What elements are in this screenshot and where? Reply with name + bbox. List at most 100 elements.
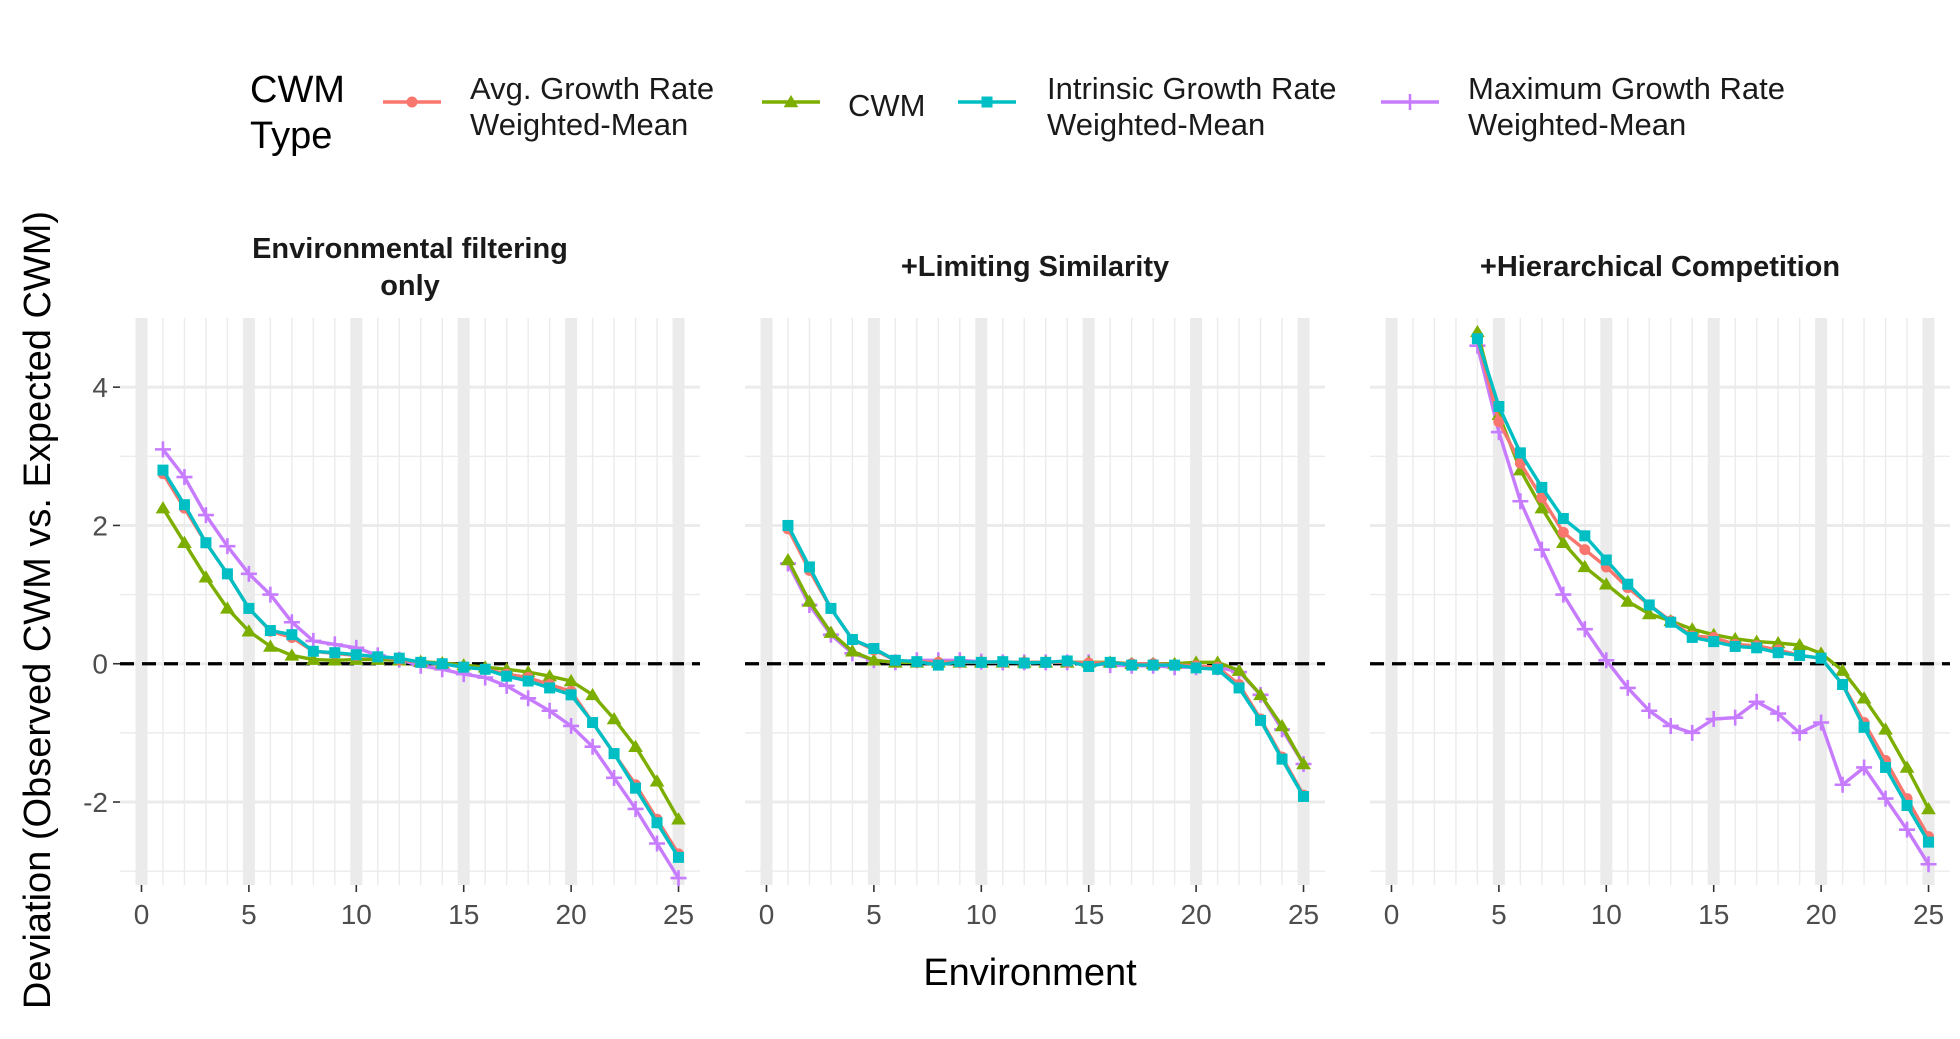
data-point-cwm	[263, 639, 278, 652]
data-point-max	[1662, 717, 1679, 734]
legend-label-line: Maximum Growth Rate	[1468, 71, 1785, 106]
data-point-cwm	[1534, 501, 1550, 514]
x-tick-label: 25	[1288, 899, 1319, 930]
data-point-cwm	[1835, 663, 1850, 676]
data-point-cwm	[606, 712, 622, 725]
data-point-avg	[1557, 526, 1569, 538]
series-line-max	[1475, 345, 1930, 866]
data-point-cwm	[1555, 535, 1571, 548]
x-tick-label: 5	[241, 899, 257, 930]
data-point-cwm	[1770, 635, 1786, 649]
panel-1: Environmental filtering only 0 5 10 15 20 25 -2 0…	[83, 233, 700, 930]
data-point-max	[1598, 652, 1615, 669]
data-point-intr	[415, 656, 427, 668]
data-point-max	[1727, 709, 1744, 726]
data-point-intr	[1794, 649, 1806, 661]
data-point-cwm	[1513, 463, 1528, 476]
legend-item-cwm: CWM	[762, 88, 925, 123]
data-point-intr	[846, 634, 858, 646]
data-point-intr	[264, 625, 276, 637]
legend-key-plus-icon	[1402, 94, 1418, 110]
gridlines	[120, 318, 700, 885]
data-point-intr	[954, 656, 966, 668]
data-point-cwm	[284, 648, 300, 661]
data-point-cwm	[802, 594, 817, 607]
legend-label-line: Weighted-Mean	[470, 107, 688, 142]
data-point-cwm	[305, 652, 321, 665]
data-point-intr	[286, 629, 298, 641]
data-point-cwm	[1899, 760, 1915, 773]
data-point-intr	[975, 656, 987, 668]
data-point-avg	[1579, 544, 1591, 556]
data-point-intr	[1298, 790, 1310, 802]
data-point-intr	[436, 658, 448, 670]
y-tick-label: 4	[92, 372, 108, 403]
series-max	[1469, 337, 1937, 873]
data-point-intr	[1751, 642, 1763, 654]
legend-label-line: Weighted-Mean	[1468, 107, 1686, 142]
data-point-cwm	[628, 739, 643, 752]
data-point-max	[1641, 702, 1658, 719]
data-point-intr	[1880, 761, 1892, 773]
data-point-max	[1555, 586, 1572, 603]
legend-key-triangle-icon	[783, 95, 799, 108]
data-point-cwm	[671, 812, 686, 825]
data-point-cwm	[780, 553, 796, 566]
data-point-cwm	[542, 669, 557, 682]
data-point-cwm	[1878, 722, 1893, 735]
data-point-cwm	[1921, 801, 1936, 815]
data-point-cwm	[1274, 718, 1290, 732]
x-tick-label: 20	[556, 899, 587, 930]
data-point-max	[649, 835, 666, 852]
panel-title: +Limiting Similarity	[901, 251, 1169, 283]
series-cwm	[1470, 324, 1936, 815]
data-point-max	[1791, 724, 1808, 741]
legend-title: CWM Type	[250, 69, 356, 157]
x-tick-label: 25	[1913, 899, 1944, 930]
data-point-intr	[1686, 631, 1698, 643]
x-tick-label: 20	[1181, 899, 1212, 930]
data-point-avg	[1514, 457, 1526, 469]
data-point-cwm	[649, 774, 665, 787]
data-point-intr	[350, 649, 362, 661]
data-point-intr	[1514, 447, 1526, 459]
data-point-cwm	[1620, 594, 1636, 607]
y-tick-label: -2	[83, 787, 108, 818]
gridlines	[1370, 318, 1950, 885]
data-point-intr	[1557, 513, 1569, 525]
data-point-intr	[997, 656, 1009, 668]
data-point-max	[154, 441, 171, 458]
data-point-max	[584, 738, 601, 755]
data-point-intr	[1923, 836, 1935, 848]
data-point-intr	[1276, 753, 1288, 765]
data-point-intr	[1772, 647, 1784, 659]
x-axis-title: Environment	[923, 952, 1137, 994]
data-point-intr	[1233, 682, 1245, 694]
data-point-intr	[1083, 660, 1095, 672]
data-point-intr	[803, 561, 815, 573]
data-point-max	[1748, 693, 1765, 710]
data-point-intr	[651, 817, 663, 829]
data-point-max	[283, 614, 300, 631]
data-point-intr	[1126, 659, 1138, 671]
data-point-intr	[501, 670, 513, 682]
data-point-max	[1920, 856, 1937, 873]
data-point-intr	[932, 659, 944, 671]
data-point-cwm	[866, 653, 882, 666]
data-point-intr	[544, 682, 556, 694]
data-point-max	[197, 507, 214, 524]
legend-label-line: CWM	[848, 88, 925, 123]
series-line-intr	[1475, 338, 1930, 843]
data-point-intr	[1708, 636, 1720, 648]
data-point-intr	[1061, 655, 1073, 667]
x-tick-label: 0	[1384, 899, 1400, 930]
gridlines	[745, 318, 1325, 885]
data-point-intr	[221, 568, 233, 580]
data-point-intr	[1147, 659, 1159, 671]
data-point-intr	[1040, 656, 1052, 668]
data-point-intr	[1579, 530, 1591, 542]
data-point-intr	[329, 647, 341, 659]
